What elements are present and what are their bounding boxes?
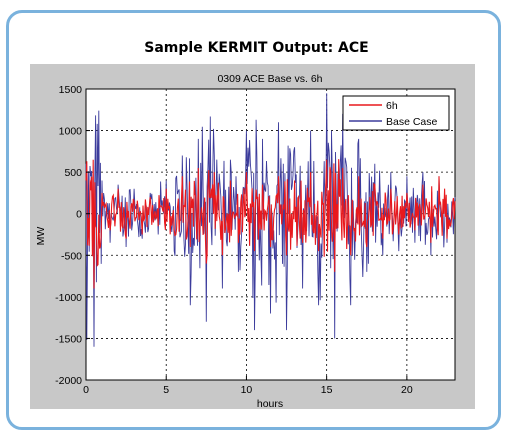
- legend-label-base-case: Base Case: [386, 116, 438, 128]
- y-axis-label: MW: [35, 227, 47, 246]
- x-tick-label: 20: [401, 384, 413, 396]
- y-tick-label: 0: [76, 209, 82, 221]
- slide-heading: Sample KERMIT Output: ACE: [144, 40, 369, 56]
- x-tick-label: 0: [83, 384, 89, 396]
- y-tick-label: -500: [61, 250, 82, 262]
- x-tick-label: 15: [321, 384, 333, 396]
- ace-chart: 0 5 10 15 20-2000-1500-1000-500050010001500 …: [35, 73, 456, 409]
- y-tick-label: 500: [64, 167, 82, 179]
- x-tick-label: 10: [241, 384, 253, 396]
- y-tick-label: 1500: [59, 84, 83, 96]
- series-line-6h: [85, 159, 456, 289]
- x-tick-label: 5: [163, 384, 169, 396]
- chart-title: 0309 ACE Base vs. 6h: [217, 73, 322, 85]
- figure-window: 0 5 10 15 20 -2000 -1500 -1000 -500 0 500 1000 1500 …: [30, 64, 475, 409]
- legend-label-6h: 6h: [386, 100, 398, 112]
- traces: [85, 93, 456, 347]
- y-tick-label: -1000: [55, 292, 82, 304]
- x-axis-label: hours: [257, 398, 283, 409]
- ticks: 0 5 10 15 20 -2000 -1500 -1000 -500 0 500 1000 1500: [55, 84, 413, 396]
- y-tick-label: -1500: [55, 333, 82, 345]
- legend: 6h Base Case: [342, 95, 450, 131]
- y-tick-label: -2000: [55, 375, 82, 387]
- y-tick-label: 1000: [59, 126, 83, 138]
- legend-box: [342, 95, 450, 131]
